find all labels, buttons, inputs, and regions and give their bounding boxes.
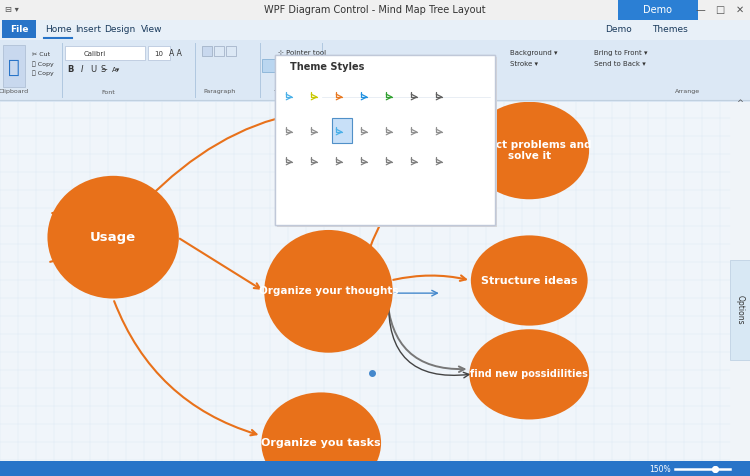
Text: Demo: Demo xyxy=(644,5,673,15)
Bar xyxy=(275,55,495,225)
Text: Themes: Themes xyxy=(652,26,688,34)
Text: ⊹ Pointer tool: ⊹ Pointer tool xyxy=(278,50,326,56)
Text: Font: Font xyxy=(101,89,115,95)
Bar xyxy=(0,100,730,461)
Ellipse shape xyxy=(471,235,588,326)
Bar xyxy=(0,0,750,20)
Text: Arrange: Arrange xyxy=(676,89,700,95)
Text: ⎘ Copy: ⎘ Copy xyxy=(32,61,54,67)
Text: I: I xyxy=(81,66,83,75)
Text: Demo: Demo xyxy=(604,26,631,34)
Text: Organize you tasks: Organize you tasks xyxy=(262,438,381,448)
Bar xyxy=(214,46,224,56)
Bar xyxy=(730,260,750,360)
Bar xyxy=(275,55,495,225)
Bar xyxy=(148,46,170,60)
Text: ⎘ Copy: ⎘ Copy xyxy=(32,70,54,76)
Text: S̶: S̶ xyxy=(101,66,106,75)
Bar xyxy=(277,57,497,227)
Text: Bring to Front ▾: Bring to Front ▾ xyxy=(594,50,647,56)
Text: B: B xyxy=(67,66,74,75)
Text: ✂ Cut: ✂ Cut xyxy=(32,52,50,58)
Ellipse shape xyxy=(47,176,178,298)
Bar xyxy=(0,40,750,102)
Text: Theme Styles: Theme Styles xyxy=(290,62,364,72)
Text: Clipboard: Clipboard xyxy=(0,89,29,95)
Bar xyxy=(332,118,352,143)
Text: A A: A A xyxy=(169,50,182,59)
Bar xyxy=(65,46,145,60)
Bar xyxy=(618,0,698,20)
Ellipse shape xyxy=(470,329,589,419)
Ellipse shape xyxy=(261,392,381,476)
Text: ^: ^ xyxy=(736,99,743,108)
Text: ↗ Connector: ↗ Connector xyxy=(278,63,327,69)
Text: Organize your thoughts: Organize your thoughts xyxy=(259,287,398,297)
Text: ■ Rectangle ▾: ■ Rectangle ▾ xyxy=(278,76,327,82)
Bar xyxy=(3,45,25,87)
Text: A▾: A▾ xyxy=(112,67,120,73)
Bar xyxy=(226,46,236,56)
Ellipse shape xyxy=(264,230,393,353)
Text: File: File xyxy=(10,26,28,34)
Text: 10: 10 xyxy=(154,51,164,57)
Text: Design: Design xyxy=(104,26,136,34)
Text: —: — xyxy=(695,5,705,15)
Text: Usage: Usage xyxy=(90,231,136,244)
Text: WPF Diagram Control - Mind Map Tree Layout: WPF Diagram Control - Mind Map Tree Layo… xyxy=(264,5,486,15)
Text: Options: Options xyxy=(736,295,745,325)
Text: Home: Home xyxy=(45,26,71,34)
Bar xyxy=(2,20,36,38)
Text: ⎋: ⎋ xyxy=(8,58,20,77)
Text: Tools: Tools xyxy=(274,89,290,95)
Text: Structure ideas: Structure ideas xyxy=(481,276,578,286)
Text: 150%: 150% xyxy=(650,465,670,474)
Text: U: U xyxy=(90,66,96,75)
Ellipse shape xyxy=(470,102,589,199)
Text: Send to Back ▾: Send to Back ▾ xyxy=(594,61,646,67)
Text: ⊟ ▾: ⊟ ▾ xyxy=(5,6,19,14)
Text: Calibri: Calibri xyxy=(84,51,106,57)
Text: Paragraph: Paragraph xyxy=(204,89,236,95)
Text: Stroke ▾: Stroke ▾ xyxy=(510,61,538,67)
Text: View: View xyxy=(141,26,163,34)
Bar xyxy=(202,46,212,56)
Bar xyxy=(0,461,750,476)
Bar xyxy=(0,20,750,40)
Text: Detect problems and
solve it: Detect problems and solve it xyxy=(467,140,591,161)
Text: find new possidilities: find new possidilities xyxy=(470,369,588,379)
Text: ✕: ✕ xyxy=(736,5,744,15)
Text: □: □ xyxy=(716,5,724,15)
Text: Insert: Insert xyxy=(75,26,101,34)
Bar xyxy=(262,59,317,72)
Text: Background ▾: Background ▾ xyxy=(510,50,557,56)
